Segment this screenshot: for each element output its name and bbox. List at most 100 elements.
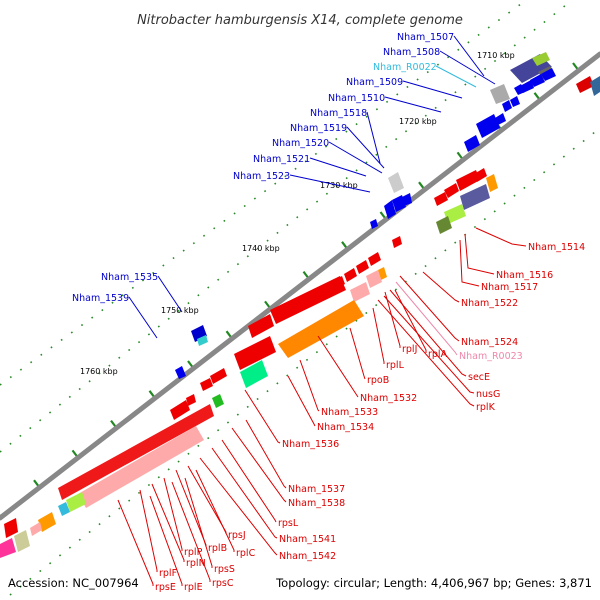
gene-label-nham-1523: Nham_1523 bbox=[233, 171, 290, 182]
leader-line-nham-1533 bbox=[299, 359, 320, 412]
gene-label-rpll: rplL bbox=[386, 360, 405, 371]
gene-label-nham-1517: Nham_1517 bbox=[481, 282, 538, 293]
gene-label-rpla: rplA bbox=[428, 349, 448, 360]
leader-line-rplf bbox=[139, 489, 158, 572]
genome-summary-text: Topology: circular; Length: 4,406,967 bp… bbox=[275, 576, 592, 590]
leader-line-rpsj bbox=[187, 465, 227, 534]
gene-label-nham-1533: Nham_1533 bbox=[321, 407, 378, 418]
gene-label-rpss: rpsS bbox=[214, 564, 235, 575]
gene-label-nham-1538: Nham_1538 bbox=[288, 498, 345, 509]
gene-label-nham-1519: Nham_1519 bbox=[290, 123, 347, 134]
gene-label-rplk: rplK bbox=[476, 402, 496, 413]
gene-label-nham-r0023: Nham_R0023 bbox=[459, 351, 523, 362]
leader-line-nham-1535 bbox=[157, 275, 183, 313]
accession-text: Accession: NC_007964 bbox=[8, 576, 139, 590]
scale-label-1720: 1720 kbp bbox=[399, 117, 437, 126]
leader-line-rplj bbox=[384, 291, 401, 348]
gene-label-sece: secE bbox=[468, 372, 490, 383]
forward-leader-lines bbox=[128, 35, 496, 339]
forward-gene-labels: Nham_1507 Nham_1508 Nham_R0022 Nham_1509 Nha… bbox=[72, 32, 454, 304]
gene-label-nham-1534: Nham_1534 bbox=[317, 422, 374, 433]
leader-line-rpll bbox=[372, 307, 385, 364]
leader-line-rpln bbox=[151, 483, 185, 562]
leader-line-nham-1532 bbox=[317, 335, 359, 398]
leader-line-nham-1537 bbox=[245, 419, 287, 489]
map-title: Nitrobacter hamburgensis X14, complete g… bbox=[137, 13, 463, 28]
leader-line-nham-1536 bbox=[244, 389, 281, 444]
leader-line-nham-1542 bbox=[199, 457, 278, 556]
gene-label-nham-1507: Nham_1507 bbox=[397, 32, 454, 43]
leader-line-nham-1539 bbox=[128, 296, 158, 339]
leader-line-nham-1509 bbox=[402, 80, 463, 99]
leader-line-rpse bbox=[117, 499, 154, 586]
leader-line-rpss bbox=[184, 477, 213, 568]
gene-label-nham-1536: Nham_1536 bbox=[282, 439, 339, 450]
leader-line-rple bbox=[149, 495, 183, 586]
leader-line-nham-r0022 bbox=[435, 65, 477, 88]
leader-line-nham-1524 bbox=[399, 275, 460, 342]
leader-line-nham-1510 bbox=[384, 96, 442, 113]
gene-label-rplb: rplB bbox=[208, 543, 227, 554]
leader-line-nham-1508 bbox=[439, 50, 496, 85]
gene-label-nham-1508: Nham_1508 bbox=[383, 47, 440, 58]
gene-label-nham-1510: Nham_1510 bbox=[328, 93, 385, 104]
gene-label-nham-1539: Nham_1539 bbox=[72, 293, 129, 304]
leader-line-nham-1516 bbox=[464, 233, 495, 275]
gene-label-nham-1514: Nham_1514 bbox=[528, 242, 585, 253]
leader-line-nham-1520 bbox=[328, 141, 383, 174]
gene-label-rpob: rpoB bbox=[367, 375, 389, 386]
leader-line-nham-1534 bbox=[287, 375, 316, 427]
gene-label-rpln: rplN bbox=[186, 558, 206, 569]
leader-line-nham-1519 bbox=[346, 126, 385, 169]
leader-line-nham-1514 bbox=[475, 227, 527, 247]
leader-line-nham-1507 bbox=[453, 35, 485, 77]
leader-line-nham-1517 bbox=[459, 239, 480, 287]
leader-line-nham-1522 bbox=[422, 271, 460, 303]
gene-label-nham-1522: Nham_1522 bbox=[461, 298, 518, 309]
gene-label-rplj: rplJ bbox=[402, 344, 417, 355]
gene-label-nham-1524: Nham_1524 bbox=[461, 337, 518, 348]
gene-label-nham-1541: Nham_1541 bbox=[279, 534, 336, 545]
gene-label-nham-1521: Nham_1521 bbox=[253, 154, 310, 165]
gene-label-rplf: rplF bbox=[159, 568, 177, 579]
scale-label-1760: 1760 kbp bbox=[80, 367, 118, 376]
gene-label-nham-1518: Nham_1518 bbox=[310, 108, 367, 119]
gene-label-rpsc: rpsC bbox=[212, 578, 234, 589]
gene-label-rpsl: rpsL bbox=[278, 518, 299, 529]
leader-line-rplk bbox=[377, 299, 475, 407]
leader-line-nham-1523 bbox=[289, 174, 371, 193]
gene-label-rplc: rplC bbox=[236, 548, 256, 559]
reverse-features bbox=[0, 168, 498, 558]
gene-label-rpse: rpsE bbox=[155, 582, 176, 593]
scale-label-1710: 1710 kbp bbox=[477, 51, 515, 60]
gene-label-nham-1542: Nham_1542 bbox=[279, 551, 336, 562]
forward-features bbox=[175, 52, 600, 379]
scale-label-1750: 1750 kbp bbox=[161, 306, 199, 315]
scale-label-1740: 1740 kbp bbox=[242, 244, 280, 253]
leader-line-sece bbox=[389, 289, 467, 377]
leader-line-nusg bbox=[383, 295, 475, 394]
gene-label-nham-r0022: Nham_R0022 bbox=[373, 62, 437, 73]
leader-line-rpsl bbox=[221, 439, 277, 523]
gene-label-rple: rplE bbox=[184, 582, 203, 593]
gene-label-nham-1509: Nham_1509 bbox=[346, 77, 403, 88]
leader-line-rplp bbox=[163, 477, 183, 551]
gene-label-rpsj: rpsJ bbox=[228, 530, 246, 541]
reverse-leader-lines bbox=[117, 227, 527, 586]
genome-backbone bbox=[0, 51, 600, 521]
gene-label-nham-1520: Nham_1520 bbox=[272, 138, 329, 149]
gene-label-nham-1516: Nham_1516 bbox=[496, 270, 553, 281]
leader-line-nham-r0023 bbox=[395, 281, 458, 356]
gene-label-nham-1535: Nham_1535 bbox=[101, 272, 158, 283]
gene-label-nham-1532: Nham_1532 bbox=[360, 393, 417, 404]
gene-label-nham-1537: Nham_1537 bbox=[288, 484, 345, 495]
leader-line-nham-1541 bbox=[211, 447, 278, 539]
leader-line-rpsc bbox=[171, 481, 211, 582]
gene-label-nusg: nusG bbox=[476, 389, 500, 400]
leader-line-nham-1538 bbox=[231, 427, 287, 503]
leader-line-rpob bbox=[349, 327, 366, 380]
leader-line-rplc bbox=[195, 469, 235, 552]
leader-line-nham-1518 bbox=[366, 111, 381, 164]
